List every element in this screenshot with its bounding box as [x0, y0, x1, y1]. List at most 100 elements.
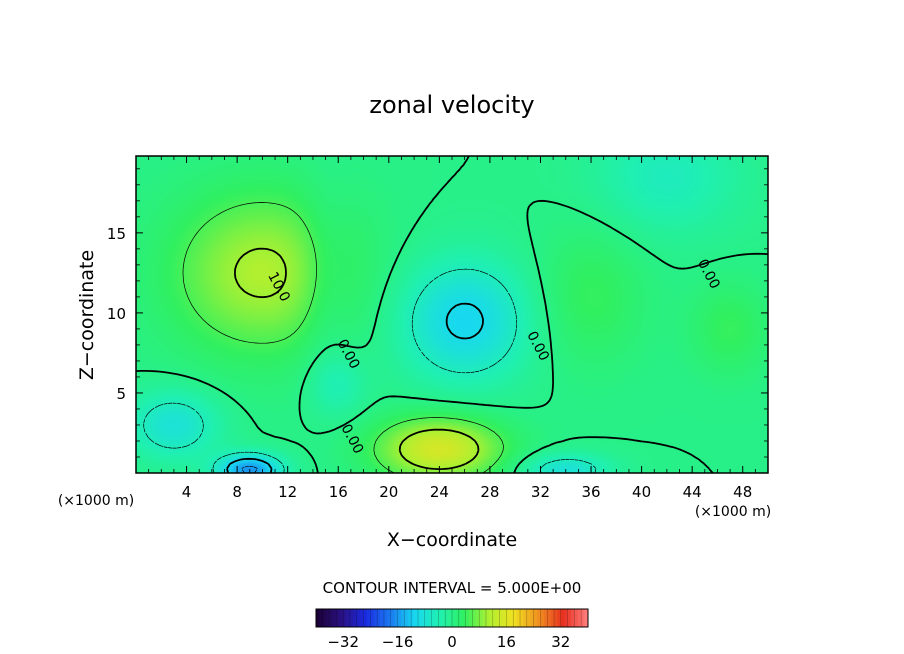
colorbar-cell: [384, 609, 388, 627]
colorbar-cell: [339, 609, 344, 627]
colorbar-cell: [584, 609, 589, 627]
colorbar-cell: [333, 609, 337, 627]
colorbar-cell: [574, 609, 579, 627]
colorbar-cell: [380, 609, 385, 627]
colorbar-cell: [455, 609, 460, 627]
y-axis-label: Z−coordinate: [76, 250, 98, 380]
x-tick-label: 40: [632, 483, 651, 501]
colorbar-cell: [390, 609, 395, 627]
colorbar-cell: [350, 609, 354, 627]
colorbar-cell: [336, 609, 341, 627]
colorbar-cell: [571, 609, 575, 627]
x-tick-label: 16: [329, 483, 348, 501]
colorbar-cell: [560, 609, 565, 627]
colorbar-cell: [373, 609, 378, 627]
colorbar-tick-label: −16: [382, 633, 414, 651]
colorbar-cell: [499, 609, 504, 627]
x-axis: 4 8 12 16 20 24 28 32 36 40 44 48: [148, 156, 756, 501]
contour-line: [241, 465, 258, 474]
colorbar-cell: [438, 609, 443, 627]
x-unit-left: (×1000 m): [58, 493, 134, 509]
colorbar-tick-label: 32: [551, 633, 570, 651]
contour-line: [226, 302, 484, 474]
contour-lines: [135, 155, 769, 474]
x-tick-label: 12: [278, 483, 297, 501]
colorbar-cell: [452, 609, 456, 627]
colorbar-cell: [329, 609, 334, 627]
colorbar-cell: [506, 609, 511, 627]
plot-area: 10.00.000.000.000.00: [135, 155, 769, 474]
colorbar-frame: [315, 608, 589, 628]
colorbar-cell: [526, 609, 531, 627]
colorbar-cell: [407, 609, 412, 627]
colorbar-cell: [377, 609, 381, 627]
colorbar-cell: [516, 609, 521, 627]
velocity-field: [136, 156, 768, 473]
x-tick-label: 24: [430, 483, 449, 501]
colorbar-cell: [448, 609, 453, 627]
colorbar-cell: [353, 609, 358, 627]
colorbar-cell: [428, 609, 432, 627]
colorbar-cell: [356, 609, 361, 627]
y-tick-label: 5: [116, 385, 126, 403]
colorbar-cell: [360, 609, 364, 627]
colorbar-cell: [343, 609, 347, 627]
chart-title: zonal velocity: [369, 91, 534, 119]
colorbar-cell: [346, 609, 351, 627]
colorbar-cell: [424, 609, 429, 627]
colorbar-cell: [567, 609, 572, 627]
colorbar-cell: [431, 609, 436, 627]
contour-interval-text: CONTOUR INTERVAL = 5.000E+00: [323, 579, 582, 597]
colorbar-cell: [557, 609, 562, 627]
colorbar-cell: [441, 609, 446, 627]
colorbar-cell: [387, 609, 392, 627]
colorbar-cell: [503, 609, 507, 627]
colorbar-cell: [475, 609, 480, 627]
colorbar-cell: [530, 609, 534, 627]
x-unit-right: (×1000 m): [695, 504, 771, 520]
colorbar-cell: [513, 609, 517, 627]
colorbar-cell: [472, 609, 477, 627]
x-tick-label: 48: [733, 483, 752, 501]
colorbar-cell: [316, 609, 320, 627]
x-tick-label: 44: [683, 483, 702, 501]
colorbar-cell: [564, 609, 568, 627]
colorbar-cell: [401, 609, 405, 627]
contour-line: [234, 247, 480, 470]
colorbar-cell: [418, 609, 422, 627]
colorbar-cell: [523, 609, 528, 627]
colorbar-cell: [394, 609, 398, 627]
y-tick-label: 15: [107, 225, 126, 243]
colorbar-cell: [543, 609, 548, 627]
colorbar-cell: [537, 609, 541, 627]
colorbar-cell: [322, 609, 327, 627]
contour-line: [143, 268, 597, 474]
x-tick-label: 36: [581, 483, 600, 501]
y-axis: 5 10 15: [107, 168, 768, 458]
y-tick-label: 10: [107, 305, 126, 323]
colorbar-cell: [458, 609, 463, 627]
colorbar-cell: [577, 609, 582, 627]
x-tick-label: 8: [232, 483, 242, 501]
colorbar-tick-label: 0: [447, 633, 457, 651]
colorbar-cell: [581, 609, 585, 627]
colorbar-cell: [547, 609, 551, 627]
colorbar-cell: [370, 609, 375, 627]
colorbar-cell: [326, 609, 330, 627]
colorbar-cell: [486, 609, 490, 627]
colorbar-cell: [479, 609, 483, 627]
contour-line: [182, 202, 504, 474]
colorbar-cell: [482, 609, 487, 627]
colorbar-cell: [520, 609, 524, 627]
colorbar-cell: [404, 609, 409, 627]
colorbar-cell: [496, 609, 500, 627]
x-tick-label: 20: [379, 483, 398, 501]
x-tick-label: 28: [480, 483, 499, 501]
colorbar-cell: [540, 609, 545, 627]
x-tick-label: 4: [182, 483, 192, 501]
colorbar-cell: [465, 609, 470, 627]
colorbar-tick-label: 16: [497, 633, 516, 651]
colorbar-cell: [414, 609, 419, 627]
x-tick-label: 32: [531, 483, 550, 501]
